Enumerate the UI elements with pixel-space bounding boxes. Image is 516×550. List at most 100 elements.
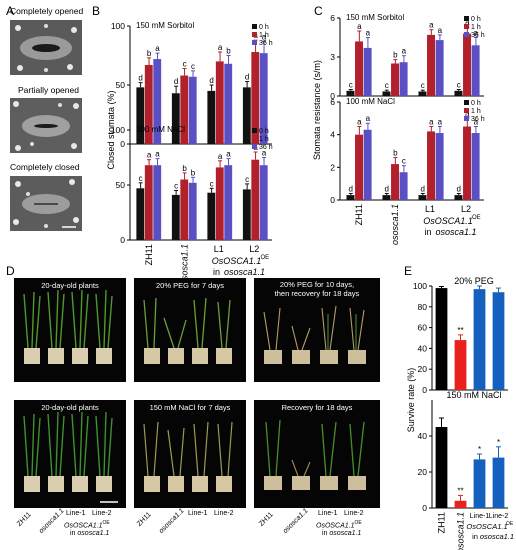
B-top-legend-label-1: 1 h: [259, 32, 269, 39]
c-oe-label: OsOSCA1.1: [423, 216, 473, 226]
B-bottom-letter-2-0: c: [210, 179, 214, 188]
C-top-legend-label-1: 1 h: [471, 24, 481, 31]
B-bottom-letter-0-0: c: [139, 174, 143, 183]
C-top-bar-0-1: [355, 41, 364, 96]
E-bottom-mark-3: *: [497, 438, 500, 447]
B-top-bar-0-1: [144, 64, 153, 144]
stoma-closed-image: [10, 176, 82, 231]
E-bottom-mark-1: **: [457, 486, 463, 495]
E-top-ytick-label-5: 100: [413, 281, 427, 291]
photo-title-3b: then recovery for 18 days: [274, 289, 360, 298]
C-top-letter-1-1: b: [393, 51, 398, 60]
E-top-mark-1: **: [457, 326, 463, 335]
C-top-legend-label-2: 36 h: [471, 32, 485, 39]
C-bottom-bar-1-1: [391, 164, 400, 200]
C-top-bar-0-2: [363, 47, 372, 96]
C-top-letter-2-0: c: [421, 81, 425, 90]
C-top-bar-2-1: [427, 34, 436, 96]
E-bottom-bar-2: [473, 459, 486, 508]
B-top-ytick-label-0: 0: [120, 139, 125, 149]
C-bottom-letter-1-0: d: [385, 184, 389, 193]
B-top-bar-0-0: [136, 87, 145, 144]
b-cat-2: L1: [214, 244, 224, 254]
panel-letter-c: C: [314, 4, 323, 18]
C-bottom-ytick-label-1: 2: [330, 162, 335, 172]
C-bottom-legend-swatch-0: [464, 100, 469, 105]
B-top-bar-1-0: [171, 93, 180, 144]
E-bottom-bar-0: [435, 427, 448, 508]
C-bottom-legend-swatch-2: [464, 116, 469, 121]
B-bottom-bar-0-1: [144, 165, 153, 240]
photo-20-day-old-peg: 20-day-old plants: [14, 278, 126, 382]
panel-letter-e: E: [404, 264, 413, 278]
B-bottom-bar-2-2: [224, 165, 233, 240]
C-bottom-letter-0-1: a: [357, 118, 362, 127]
C-top-letter-0-0: c: [349, 81, 353, 90]
b-cat-1: ososca1.1: [179, 244, 189, 285]
C-top-letter-3-2: a: [474, 29, 479, 38]
B-top-bar-1-2: [188, 76, 197, 144]
B-bottom-bar-0-0: [136, 188, 145, 240]
B-top-letter-1-2: c: [191, 62, 195, 71]
stoma-partial-image: [10, 98, 82, 153]
d-label-in-3: in ososca1.1: [322, 530, 362, 537]
C-top-ytick-label-2: 6: [330, 13, 335, 23]
label-completely-closed: Completely closed: [10, 162, 80, 172]
B-bottom-letter-2-1: a: [218, 152, 223, 161]
d-label-line2-2: Line-2: [214, 510, 234, 517]
C-bottom-bar-0-1: [355, 134, 364, 200]
B-top-legend-label-2: 36 h: [259, 40, 273, 47]
B-bottom-subtitle: 100 mM NaCl: [136, 125, 185, 134]
B-bottom-letter-0-1: a: [147, 151, 152, 160]
C-top-bar-2-2: [435, 40, 444, 96]
E-top-bar-2: [473, 289, 486, 390]
B-top-bar-2-0: [207, 90, 216, 144]
b-ylabel: Closed stomata (%): [106, 90, 116, 169]
photo-title-2: 20% PEG for 7 days: [156, 281, 224, 290]
B-top-letter-3-2: a: [262, 32, 267, 41]
B-top-letter-0-0: d: [138, 74, 142, 83]
d-label-line2-3: Line-2: [344, 510, 364, 517]
C-bottom-legend-label-1: 1 h: [471, 108, 481, 115]
E-bottom-subtitle: 150 mM NaCl: [446, 390, 501, 400]
B-bottom-letter-2-2: a: [226, 150, 231, 159]
B-top-bar-2-2: [224, 63, 233, 145]
B-bottom-bar-3-1: [251, 159, 260, 240]
e-cat-1: ososca1.1: [456, 512, 466, 550]
B-bottom-bar-3-2: [259, 165, 268, 240]
e-in-mutant: ososca1.1: [480, 532, 514, 541]
d-label-line1-3: Line-1: [318, 510, 338, 517]
C-bottom-bar-2-2: [435, 133, 444, 200]
B-top-bar-3-2: [259, 53, 268, 144]
C-bottom-subtitle: 100 mM NaCl: [346, 97, 395, 106]
plants-image-4: [23, 411, 118, 503]
C-bottom-legend-swatch-1: [464, 108, 469, 113]
B-top-letter-1-1: c: [183, 59, 187, 68]
plants-image-3: [263, 305, 366, 364]
C-bottom-bar-3-0: [454, 195, 463, 200]
C-top-letter-1-2: a: [402, 47, 407, 56]
photo-peg-recovery: 20% PEG for 10 days, then recovery for 1…: [254, 278, 380, 382]
plants-image-5: [143, 421, 233, 492]
C-top-letter-3-0: c: [457, 81, 461, 90]
C-bottom-bar-3-2: [471, 133, 480, 200]
C-top-subtitle: 150 mM Sorbitol: [346, 13, 404, 22]
B-bottom-legend-swatch-2: [252, 144, 257, 149]
C-bottom-bar-1-2: [399, 172, 408, 200]
micrograph-opened: [10, 20, 82, 75]
label-completely-opened: Completely opened: [10, 6, 84, 16]
B-bottom-ytick-label-2: 100: [111, 125, 125, 135]
B-top-bar-3-0: [242, 87, 251, 144]
C-top-ytick-label-0: 0: [330, 91, 335, 101]
B-bottom-letter-1-0: c: [174, 182, 178, 191]
photo-title-1: 20-day-old plants: [41, 281, 99, 290]
C-top-bar-1-2: [399, 62, 408, 96]
C-bottom-ytick-label-3: 6: [330, 97, 335, 107]
B-top-letter-0-1: b: [147, 49, 152, 58]
B-bottom-legend-label-2: 36 h: [259, 144, 273, 151]
C-bottom-legend-label-0: 0 h: [471, 100, 481, 107]
B-bottom-bar-2-0: [207, 192, 216, 240]
B-top-legend-swatch-0: [252, 24, 257, 29]
E-top-subtitle: 20% PEG: [454, 276, 494, 286]
C-bottom-bar-1-0: [382, 195, 391, 200]
